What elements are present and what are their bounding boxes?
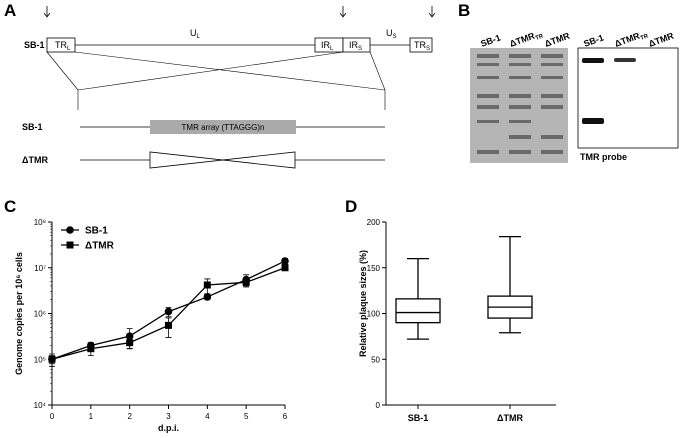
region-label: US — [386, 28, 397, 40]
x-tick-label: 1 — [89, 412, 94, 421]
tmr-array-label: TMR array (TTAGGG)n — [182, 123, 265, 132]
y-tick-label: 150 — [367, 264, 381, 273]
y-tick-label: 50 — [371, 355, 380, 364]
marker — [165, 321, 172, 329]
lane-text: SB-1 — [582, 32, 605, 48]
whisker-low — [499, 318, 521, 334]
marker — [48, 355, 56, 363]
legend-marker — [66, 226, 74, 234]
region-sub: L — [330, 46, 334, 52]
whisker-high — [407, 257, 429, 299]
marker — [203, 293, 212, 301]
region-text: TR — [55, 40, 67, 50]
marker — [281, 257, 289, 265]
marker — [87, 345, 95, 353]
x-tick-label: SB-1 — [408, 413, 429, 423]
y-tick-label: 200 — [367, 218, 381, 227]
probe-label: TMR probe — [580, 152, 627, 162]
construct-label: SB-1 — [22, 122, 43, 132]
region-label: TRL — [55, 40, 71, 52]
x-axis-title: d.p.i. — [158, 423, 179, 433]
lane-sub: TR — [640, 33, 650, 42]
region-text: TR — [414, 40, 426, 50]
x-tick-label: 5 — [244, 412, 249, 421]
region-text: IR — [321, 40, 331, 50]
region-text: IR — [349, 40, 359, 50]
region-sub: L — [197, 34, 201, 40]
region-label: IRL — [321, 40, 334, 52]
y-tick-label: 10⁴ — [34, 401, 47, 410]
x-tick-label: 6 — [283, 412, 288, 421]
legend-label: SB-1 — [85, 226, 108, 237]
marker — [281, 264, 289, 272]
panel-label: A — [4, 1, 16, 20]
region-text: U — [190, 28, 197, 38]
region-text: U — [386, 28, 393, 38]
region-label: IRS — [349, 40, 362, 52]
x-tick-label: 3 — [166, 412, 171, 421]
lane-label: ΔTMR — [543, 30, 571, 48]
legend-marker — [66, 241, 74, 249]
region-label: UL — [190, 28, 201, 40]
x-tick-label: ΔTMR — [497, 413, 523, 423]
lane-label: ΔTMR — [647, 30, 675, 48]
lane-label: ΔTMRTR — [613, 28, 650, 51]
whisker-low — [407, 322, 429, 340]
y-tick-label: 10⁶ — [34, 310, 46, 319]
legend-label: ΔTMR — [85, 241, 115, 252]
construct-label: ΔTMR — [22, 155, 48, 165]
y-axis-title: Genome copies per 10⁶ cells — [14, 252, 24, 375]
panel-label: D — [345, 197, 357, 216]
genome-label: SB-1 — [24, 40, 45, 50]
y-tick-label: 10⁸ — [34, 218, 46, 227]
x-tick-label: 4 — [205, 412, 210, 421]
whisker-high — [499, 235, 521, 297]
lane-label: SB-1 — [582, 32, 605, 48]
region-sub: S — [426, 46, 430, 52]
lane-text: ΔTMR — [647, 30, 675, 48]
region-sub: S — [393, 34, 397, 40]
lane-label: ΔTMRTR — [508, 28, 545, 51]
panel-label: B — [458, 1, 470, 20]
lane-text: ΔTMR — [543, 30, 571, 48]
x-tick-label: 0 — [50, 412, 55, 421]
lane-label: SB-1 — [479, 32, 502, 48]
lane-sub: TR — [535, 33, 545, 42]
lane-text: ΔTMR — [508, 30, 536, 48]
y-tick-label: 10⁷ — [34, 264, 46, 273]
x-tick-label: 2 — [127, 412, 132, 421]
marker — [203, 281, 211, 289]
y-axis-title: Relative plaque sizes (%) — [358, 250, 368, 357]
region-sub: S — [358, 46, 362, 52]
region-sub: L — [67, 46, 71, 52]
gel-image — [470, 47, 679, 163]
marker — [242, 278, 250, 286]
y-tick-label: 100 — [367, 310, 381, 319]
y-tick-label: 0 — [376, 401, 381, 410]
genome-map — [43, 6, 436, 169]
panel-label: C — [4, 197, 16, 216]
marker — [164, 307, 173, 316]
lane-text: ΔTMR — [613, 30, 641, 48]
lane-text: SB-1 — [479, 32, 502, 48]
region-label: TRS — [414, 40, 430, 52]
y-tick-label: 10⁵ — [34, 355, 46, 364]
box — [395, 298, 441, 324]
marker — [126, 339, 134, 347]
